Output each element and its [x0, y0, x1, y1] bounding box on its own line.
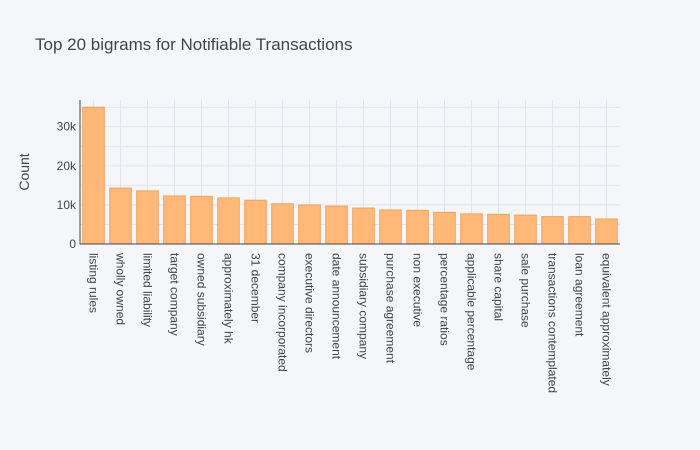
x-tick-label: target company [168, 253, 182, 336]
x-tick-label: subsidiary company [357, 253, 371, 359]
bar[interactable] [244, 199, 267, 245]
bar[interactable] [568, 216, 591, 245]
bar[interactable] [109, 187, 132, 245]
grid [80, 100, 620, 244]
x-tick-label: approximately hk [222, 253, 236, 345]
bar[interactable] [190, 195, 213, 245]
x-tick-label: non executive [411, 253, 425, 327]
y-tick-label: 10k [57, 198, 77, 212]
bar[interactable] [163, 195, 186, 245]
bar[interactable] [217, 197, 240, 245]
y-tick-label: 0 [69, 237, 76, 251]
y-tick-label: 20k [57, 159, 77, 173]
x-ticks: listing rules wholly owned limited liabili… [87, 252, 614, 393]
bar[interactable] [460, 213, 483, 245]
bar[interactable] [487, 213, 510, 245]
x-tick-label: listing rules [87, 253, 101, 313]
bar[interactable] [271, 203, 294, 245]
x-tick-label: applicable percentage [465, 253, 479, 371]
bar[interactable] [514, 214, 537, 245]
x-tick-label: wholly owned [114, 252, 128, 325]
bar[interactable] [325, 205, 348, 245]
bars [82, 106, 618, 245]
x-tick-label: loan agreement [573, 253, 587, 337]
bar[interactable] [406, 209, 429, 245]
x-tick-label: company incorporated [276, 253, 290, 372]
x-tick-label: share capital [492, 253, 506, 321]
bar[interactable] [433, 211, 456, 245]
x-tick-label: purchase agreement [384, 253, 398, 364]
x-tick-label: executive directors [303, 253, 317, 353]
y-axis-label: Count [16, 153, 32, 190]
bar[interactable] [136, 190, 159, 245]
x-tick-label: equivalent approximately [600, 253, 614, 386]
x-tick-label: limited liability [141, 253, 155, 327]
bar[interactable] [352, 207, 375, 245]
y-ticks: 0 10k 20k 30k [57, 120, 77, 251]
x-tick-label: 31 december [249, 253, 263, 323]
bar[interactable] [82, 106, 105, 245]
bar[interactable] [298, 204, 321, 245]
x-tick-label: percentage ratios [438, 253, 452, 346]
chart-title: Top 20 bigrams for Notifiable Transactio… [35, 35, 353, 54]
x-tick-label: transactions contemplated [546, 253, 560, 393]
bar[interactable] [595, 218, 618, 245]
bar[interactable] [541, 216, 564, 245]
axes [79, 100, 620, 245]
x-tick-label: owned subsidiary [195, 253, 209, 346]
x-tick-label: sale purchase [519, 253, 533, 328]
y-tick-label: 30k [57, 120, 77, 134]
bar[interactable] [379, 209, 402, 245]
x-tick-label: date announcement [330, 253, 344, 360]
